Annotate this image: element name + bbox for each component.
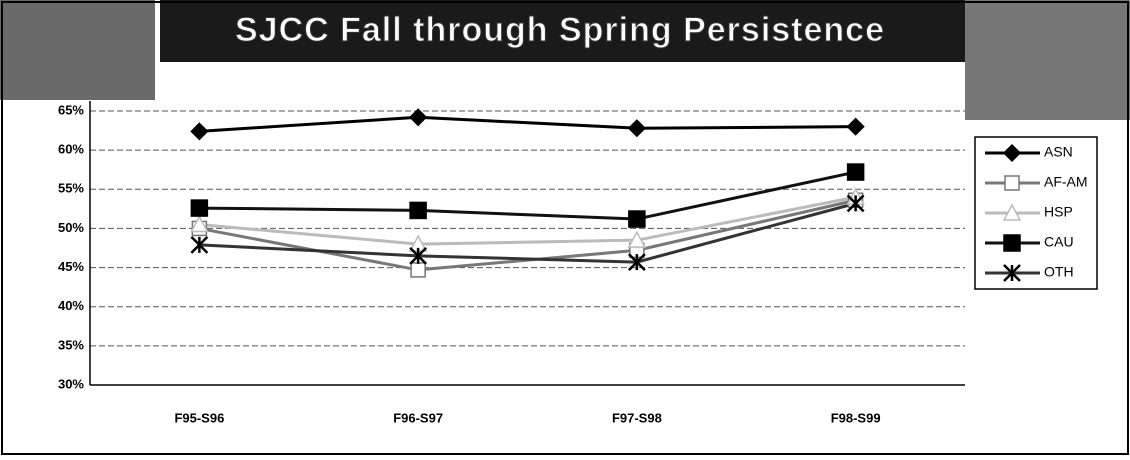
- y-tick-label: 50%: [58, 220, 84, 235]
- marker: [1002, 203, 1022, 221]
- series-line: [199, 195, 856, 246]
- x-tick-label: F97-S98: [612, 410, 662, 425]
- y-tick-label: 40%: [58, 298, 84, 313]
- legend-label: HSP: [1044, 204, 1073, 220]
- marker: [190, 122, 209, 141]
- legend-label: AF-AM: [1044, 174, 1088, 190]
- marker: [410, 262, 426, 278]
- marker: [627, 230, 647, 248]
- marker: [627, 253, 646, 271]
- y-tick-label: 45%: [58, 259, 84, 274]
- legend-label: OTH: [1044, 264, 1074, 280]
- marker: [846, 163, 865, 181]
- y-tick-label: 30%: [58, 376, 84, 391]
- chart-title: SJCC Fall through Spring Persistence: [235, 11, 885, 49]
- left-corner: [0, 0, 155, 100]
- marker: [409, 201, 427, 220]
- marker: [409, 246, 428, 265]
- x-tick-label: F98-S99: [831, 410, 881, 425]
- series-line: [199, 115, 856, 133]
- y-tick-label: 60%: [58, 142, 84, 157]
- x-tick-label: F96-S97: [393, 410, 443, 425]
- marker: [1004, 175, 1020, 191]
- marker: [627, 119, 646, 138]
- marker: [190, 235, 209, 254]
- right-corner: [965, 0, 1130, 120]
- marker: [409, 108, 428, 127]
- marker: [190, 199, 209, 217]
- marker: [1002, 143, 1022, 163]
- marker: [846, 194, 865, 213]
- y-tick-label: 65%: [58, 102, 84, 117]
- legend-label: CAU: [1044, 234, 1074, 250]
- y-tick-label: 35%: [58, 337, 84, 352]
- series-line: [199, 201, 857, 264]
- marker: [1003, 264, 1021, 282]
- marker: [1003, 234, 1021, 252]
- marker: [846, 117, 865, 136]
- legend-label: ASN: [1044, 144, 1073, 160]
- marker: [628, 210, 646, 228]
- y-tick-label: 55%: [58, 181, 84, 196]
- x-tick-label: F95-S96: [174, 410, 224, 425]
- series-line: [199, 170, 856, 221]
- title-banner: [160, 0, 965, 62]
- marker: [190, 214, 209, 233]
